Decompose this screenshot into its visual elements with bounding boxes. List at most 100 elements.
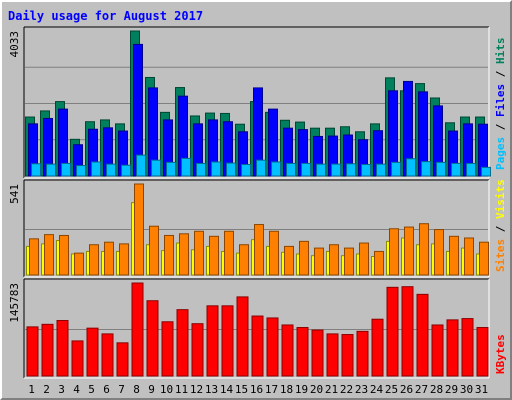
bar-pages-day-21 [331,163,341,177]
bar-pages-day-10 [166,161,176,177]
bar-sites-day-23 [359,242,369,276]
bar-pages-day-11 [181,157,191,177]
x-tick-label: 29 [445,383,458,396]
bar-sites-day-26 [404,226,414,276]
series-sites [29,183,489,276]
x-tick-label: 9 [148,383,155,396]
bar-pages-day-3 [61,162,71,177]
x-tick-label: 27 [415,383,428,396]
bar-sites-day-7 [119,243,129,276]
x-tick-label: 22 [340,383,353,396]
series-files [28,43,488,177]
bar-sites-day-31 [479,241,489,276]
bar-sites-day-11 [179,233,189,276]
x-tick-label: 20 [310,383,323,396]
x-tick-label: 5 [88,383,95,396]
bar-kbytes-day-18 [281,324,294,377]
bar-kbytes-day-4 [71,340,84,377]
bar-sites-day-22 [344,247,354,276]
series-kbytes [26,282,489,377]
x-axis-labels: 1 2 3 4 5 6 7 8 9 10 11 12 13 14 15 16 17 18 19 20 21 22 23 24 2… [28,383,488,396]
bar-kbytes-day-13 [206,305,219,377]
bar-kbytes-day-21 [326,333,339,377]
legend-item-files: Files [494,84,507,117]
bar-pages-day-2 [46,163,56,177]
x-tick-label: 13 [205,383,218,396]
x-tick-label: 2 [43,383,50,396]
bar-kbytes-day-30 [461,318,474,377]
bar-sites-day-14 [224,230,234,276]
x-tick-label: 23 [355,383,368,396]
bar-sites-day-2 [44,234,54,276]
bar-sites-day-12 [194,230,204,276]
bar-sites-day-9 [149,225,159,276]
bar-kbytes-day-28 [431,324,444,377]
bar-kbytes-day-26 [401,286,414,377]
bar-kbytes-day-19 [296,327,309,377]
legend-separator: / [494,117,507,137]
bar-pages-day-23 [361,163,371,177]
x-tick-label: 25 [385,383,398,396]
chart-title: Daily usage for August 2017 [8,9,203,23]
bar-sites-day-16 [254,224,264,276]
bar-kbytes-day-10 [161,321,174,377]
bar-pages-day-24 [376,163,386,177]
bar-kbytes-day-14 [221,305,234,377]
x-tick-label: 28 [430,383,443,396]
bar-kbytes-day-20 [311,329,324,377]
y-max-label: 4033 [8,31,21,58]
legend-middle: Sites / Visits [494,179,507,272]
bar-pages-day-9 [151,159,161,177]
bar-sites-day-27 [419,223,429,276]
legend-separator: / [494,64,507,84]
bar-kbytes-day-12 [191,323,204,377]
bar-pages-day-26 [406,158,416,177]
bar-sites-day-4 [74,252,84,276]
bar-sites-day-8 [134,183,144,276]
x-tick-label: 10 [160,383,173,396]
bar-kbytes-day-24 [371,318,384,377]
legend-item-sites: Sites [494,239,507,272]
legend-bottom: KBytes [494,334,507,374]
bar-pages-day-16 [256,159,266,177]
bar-sites-day-6 [104,241,114,276]
x-tick-label: 31 [475,383,488,396]
bar-pages-day-1 [31,163,41,177]
x-tick-label: 11 [175,383,188,396]
bar-pages-day-25 [391,161,401,177]
x-tick-label: 16 [250,383,263,396]
bar-pages-day-31 [481,166,491,177]
bar-pages-day-17 [271,161,281,177]
bar-pages-day-4 [76,165,86,177]
x-tick-label: 18 [280,383,293,396]
bar-kbytes-day-22 [341,334,354,377]
bar-pages-day-18 [286,162,296,177]
x-tick-label: 8 [133,383,140,396]
x-tick-label: 17 [265,383,278,396]
bar-sites-day-30 [464,237,474,276]
bar-pages-day-14 [226,162,236,177]
series-pages [31,154,491,177]
bar-kbytes-day-3 [56,319,69,377]
bar-sites-day-17 [269,230,279,276]
legend-item-visits: Visits [494,179,507,219]
bar-pages-day-15 [241,163,251,177]
bar-sites-day-19 [299,240,309,276]
x-tick-label: 21 [325,383,338,396]
bar-pages-day-5 [91,161,101,177]
bar-kbytes-day-7 [116,342,129,377]
panel-hits-files-pages: 4033 [8,26,491,179]
panel-kbytes: 145783 [8,278,490,379]
legend-separator: / [494,219,507,239]
x-tick-label: 6 [103,383,110,396]
bar-pages-day-28 [436,161,446,177]
bar-pages-day-19 [301,162,311,177]
bar-sites-day-29 [449,235,459,276]
bar-sites-day-1 [29,238,39,276]
bar-sites-day-28 [434,229,444,276]
bar-kbytes-day-1 [26,326,39,377]
bar-pages-day-13 [211,161,221,177]
bar-sites-day-13 [209,235,219,276]
bar-sites-day-24 [374,250,384,276]
bar-sites-day-20 [314,247,324,276]
